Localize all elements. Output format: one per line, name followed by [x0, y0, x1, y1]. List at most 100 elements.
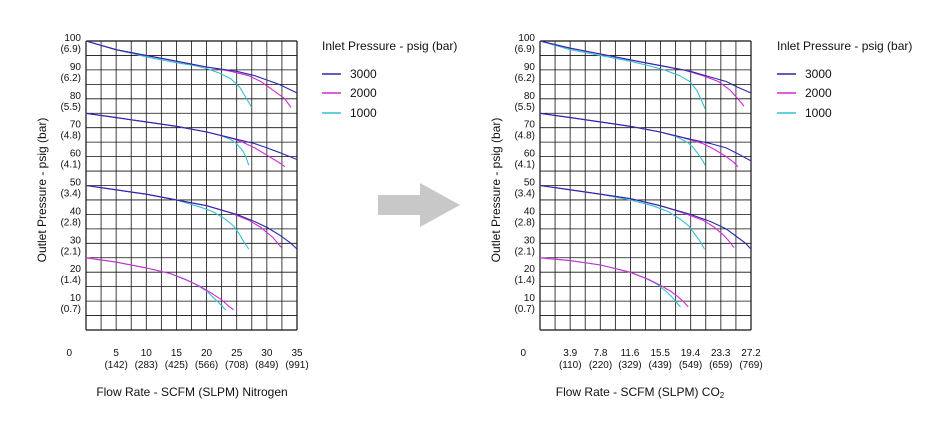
x-tick-label-slpm: (991): [285, 360, 308, 371]
chart-nitrogen: Outlet Pressure - psig (bar) 010(0.7)20(…: [35, 33, 457, 399]
legend-label-2000: 2000: [350, 86, 377, 100]
y-tick-label-bar: (2.1): [60, 246, 81, 257]
y-tick-label: 80: [524, 91, 536, 102]
y-tick-label-bar: (6.2): [60, 73, 81, 84]
chart-co2-grid: [539, 40, 752, 331]
x-tick-label-slpm: (283): [135, 360, 158, 371]
y-tick-label-bar: (5.5): [60, 102, 81, 113]
x-tick-label-slpm: (849): [255, 360, 278, 371]
y-tick-label-bar: (6.9): [514, 44, 535, 55]
y-tick-label-bar: (5.5): [514, 102, 535, 113]
x-tick-label: 27.2: [741, 348, 761, 359]
y-tick-label-bar: (6.9): [60, 44, 81, 55]
y-tick-label: 60: [70, 149, 82, 160]
legend-title: Inlet Pressure - psig (bar): [777, 39, 912, 53]
y-tick-label-bar: (3.4): [514, 189, 535, 200]
x-tick-label: 35: [291, 348, 303, 359]
x-tick-label: 15: [171, 348, 183, 359]
chart-co2-legend: Inlet Pressure - psig (bar) 3000 2000 10…: [777, 39, 912, 120]
chart-co2-ticks: 010(0.7)20(1.4)30(2.1)40(2.8)50(3.4)60(4…: [514, 33, 762, 371]
series-line-1000-set-50: [85, 184, 250, 250]
x-tick-label-slpm: (329): [618, 360, 641, 371]
y-tick-label: 90: [524, 62, 536, 73]
x-tick-label-slpm: (142): [104, 360, 127, 371]
x-tick-label-slpm: (425): [165, 360, 188, 371]
chart-co2-series: [539, 40, 752, 308]
series-line-3000-set-75: [539, 112, 752, 162]
chart-nitrogen-y-label: Outlet Pressure - psig (bar): [35, 118, 49, 263]
series-line-2000-set-75: [539, 112, 739, 168]
y-tick-label: 100: [64, 33, 81, 44]
y-tick-label-bar: (2.1): [514, 246, 535, 257]
legend-title: Inlet Pressure - psig (bar): [322, 39, 457, 53]
y-tick-label: 20: [524, 264, 536, 275]
series-line-1000-set-100: [539, 40, 706, 110]
y-tick-label: 50: [524, 178, 536, 189]
x-tick-label: 25: [231, 348, 243, 359]
y-tick-label: 70: [70, 120, 82, 131]
x-tick-label: 5: [113, 348, 119, 359]
x-tick-label-slpm: (110): [559, 360, 582, 371]
x-tick-label-slpm: (659): [709, 360, 732, 371]
chart-co2: Outlet Pressure - psig (bar) 010(0.7)20(…: [489, 33, 912, 400]
y-tick-label-bar: (1.4): [60, 275, 81, 286]
series-line-2000-set-100: [539, 40, 745, 107]
series-line-3000-set-50: [85, 184, 298, 250]
x-tick-label: 15.5: [651, 348, 671, 359]
series-line-1000-set-50: [539, 184, 705, 250]
y-tick-label: 100: [518, 33, 535, 44]
chart-nitrogen-legend: Inlet Pressure - psig (bar) 3000 2000 10…: [322, 39, 457, 120]
series-line-3000-set-100: [85, 40, 298, 94]
y-tick-label-bar: (1.4): [514, 275, 535, 286]
x-tick-label: 3.9: [563, 348, 577, 359]
legend-label-1000: 1000: [805, 106, 832, 120]
series-line-2000-set-50: [539, 184, 735, 248]
series-line-2000-set-25: [85, 257, 235, 311]
y-tick-label-bar: (0.7): [514, 304, 535, 315]
series-line-1000-set-25: [539, 257, 681, 308]
x-tick-label: 19.4: [681, 348, 701, 359]
series-line-3000-set-50: [539, 184, 752, 250]
chart-nitrogen-ticks: 010(0.7)20(1.4)30(2.1)40(2.8)50(3.4)60(4…: [60, 33, 308, 371]
y-tick-label-bar: (4.1): [514, 160, 535, 171]
chart-co2-x-label: Flow Rate - SCFM (SLPM) CO2: [556, 385, 725, 400]
y-tick-label: 0: [520, 348, 526, 359]
series-line-3000-set-75: [85, 112, 298, 161]
y-tick-label: 0: [66, 348, 72, 359]
y-tick-label: 90: [70, 62, 82, 73]
y-tick-label: 60: [524, 149, 536, 160]
x-tick-label-slpm: (549): [679, 360, 702, 371]
y-tick-label-bar: (2.8): [514, 217, 535, 228]
y-tick-label-bar: (4.1): [60, 160, 81, 171]
x-tick-label-slpm: (566): [195, 360, 218, 371]
x-tick-label-slpm: (769): [739, 360, 762, 371]
y-tick-label: 10: [70, 293, 82, 304]
x-tick-label: 11.6: [621, 348, 640, 359]
x-tick-label-slpm: (439): [649, 360, 672, 371]
legend-label-3000: 3000: [350, 67, 377, 81]
y-tick-label: 70: [524, 120, 536, 131]
series-line-3000-set-100: [539, 40, 752, 94]
x-tick-label: 23.3: [711, 348, 731, 359]
y-tick-label-bar: (4.8): [514, 131, 535, 142]
chart-nitrogen-series: [85, 40, 298, 311]
y-tick-label-bar: (2.8): [60, 217, 81, 228]
chart-nitrogen-x-label: Flow Rate - SCFM (SLPM) Nitrogen: [96, 385, 287, 399]
y-tick-label-bar: (3.4): [60, 189, 81, 200]
arrow-icon: [378, 183, 460, 227]
legend-label-3000: 3000: [805, 67, 832, 81]
series-line-1000-set-75: [85, 112, 250, 166]
y-tick-label: 30: [70, 235, 82, 246]
x-tick-label: 7.8: [594, 348, 608, 359]
x-tick-label: 30: [261, 348, 273, 359]
series-line-2000-set-25: [539, 257, 689, 308]
y-tick-label-bar: (6.2): [514, 73, 535, 84]
y-tick-label-bar: (4.8): [60, 131, 81, 142]
legend-label-2000: 2000: [805, 86, 832, 100]
y-tick-label: 20: [70, 264, 82, 275]
x-tick-label-slpm: (220): [589, 360, 612, 371]
x-tick-label-slpm: (708): [225, 360, 248, 371]
y-tick-label: 50: [70, 178, 82, 189]
y-tick-label: 40: [524, 206, 536, 217]
